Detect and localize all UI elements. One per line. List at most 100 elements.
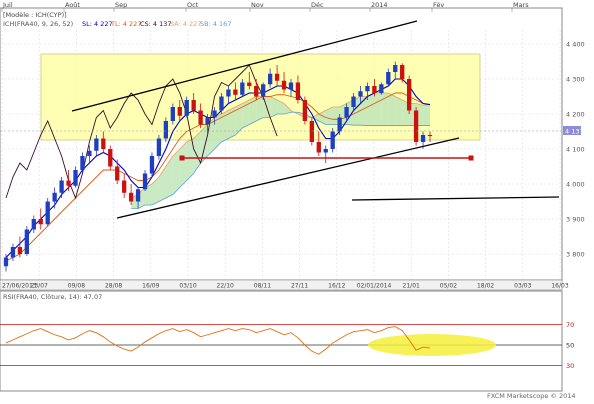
kumo-segment	[172, 149, 180, 195]
candle	[184, 96, 189, 118]
candle-body	[413, 110, 419, 142]
candle-body	[122, 180, 127, 193]
candle	[80, 152, 85, 174]
kumo-segment	[200, 124, 208, 163]
candle-body	[31, 219, 36, 230]
sa-label: SA: 4 227	[170, 20, 201, 28]
month-labels: Juil Août Sep Oct Nov Déc 2014 Fév Mars	[1, 1, 529, 12]
candle	[163, 117, 169, 142]
kumo-segment	[395, 96, 403, 126]
kumo-segment	[235, 103, 243, 135]
candle-body	[59, 180, 64, 193]
date-tick-label: 02/01/2014	[357, 283, 392, 290]
candle	[135, 187, 141, 209]
candle	[24, 226, 30, 256]
kumo-segment	[256, 96, 264, 121]
candle	[344, 103, 349, 121]
candle-body	[386, 72, 391, 85]
candle-body	[94, 138, 99, 151]
candle-body	[73, 170, 78, 186]
rsi-tick-label: 30	[566, 362, 574, 370]
candle	[330, 128, 335, 153]
candle	[386, 68, 391, 86]
candle-body	[17, 247, 23, 254]
candle-body	[128, 192, 134, 202]
candle-body	[316, 142, 321, 153]
kumo-segment	[228, 107, 236, 139]
candle-body	[135, 189, 141, 202]
rsi-line	[5, 326, 431, 355]
senkou-span-b	[131, 111, 430, 209]
candle	[309, 117, 314, 146]
candle-body	[254, 86, 259, 97]
price-tick-label: 4 400	[566, 41, 585, 49]
kumo-segment	[360, 96, 368, 126]
candle	[128, 184, 134, 205]
candle-body	[379, 84, 384, 93]
rsi-tick-label: 70	[566, 321, 574, 329]
kumo-segment	[193, 131, 201, 174]
price-tick-label: 4 000	[566, 181, 585, 189]
candle	[219, 93, 224, 114]
price-panel	[0, 7, 563, 281]
candle	[288, 79, 294, 97]
candle-body	[351, 96, 356, 107]
candle	[247, 72, 252, 90]
candle	[379, 82, 384, 95]
sb-label: SB: 4 167	[200, 20, 231, 28]
candle	[156, 135, 162, 160]
candle-body	[337, 117, 342, 132]
candle	[73, 166, 78, 188]
candle	[94, 135, 99, 156]
price-tick-label: 3 900	[566, 216, 585, 224]
candle	[406, 75, 412, 114]
candle	[240, 79, 245, 97]
candle-body	[24, 229, 30, 254]
candle	[149, 152, 155, 177]
date-tick-label: 27/06/2013	[2, 283, 37, 290]
date-tick-label: 03/10	[179, 283, 196, 290]
month-label: Nov	[251, 1, 264, 9]
candle-body	[10, 247, 16, 258]
date-tick-label: 16/12	[328, 283, 345, 290]
kumo-segment	[325, 107, 333, 125]
price-tick-label: 4 300	[566, 76, 585, 84]
kumo-segment	[367, 93, 375, 126]
date-tick-label: 22/10	[217, 283, 234, 290]
support-handle-left	[179, 155, 185, 161]
kumo-segment	[423, 104, 430, 126]
rsi-tick-label: 50	[566, 342, 574, 350]
rsi-indicator: 30 50 70	[0, 321, 574, 370]
candle	[45, 198, 50, 226]
candle-body	[184, 100, 189, 116]
date-tick-label: 23/07	[31, 283, 48, 290]
candle	[205, 114, 210, 135]
month-label: Juil	[2, 1, 13, 9]
copyright: FXCM Marketscope © 2014	[487, 392, 576, 400]
candle	[198, 103, 203, 128]
candle-body	[38, 219, 43, 225]
candle	[108, 145, 113, 170]
lower-trendline	[116, 137, 460, 219]
candle	[17, 236, 23, 258]
candlesticks	[3, 61, 433, 272]
candle-body	[191, 100, 196, 111]
candle-body	[420, 135, 426, 142]
candle	[351, 93, 356, 111]
candle-body	[295, 82, 301, 100]
candle	[115, 159, 120, 184]
candle-body	[288, 82, 294, 90]
model-label: [Modèle : ICH(CYP)]	[3, 11, 67, 19]
date-tick-label: 28/08	[105, 283, 122, 290]
date-tick-label: 09/08	[68, 283, 85, 290]
trendline-drawings	[0, 20, 562, 219]
candle-body	[101, 138, 106, 149]
price-tick-label: 3 800	[566, 251, 585, 259]
candle-body	[393, 65, 398, 72]
kumo-segment	[214, 114, 222, 149]
price-tick-label: 4 100	[566, 146, 585, 154]
sl-label: SL: 4 227	[82, 20, 113, 28]
candle-body	[240, 82, 245, 95]
candle-body	[281, 80, 287, 90]
